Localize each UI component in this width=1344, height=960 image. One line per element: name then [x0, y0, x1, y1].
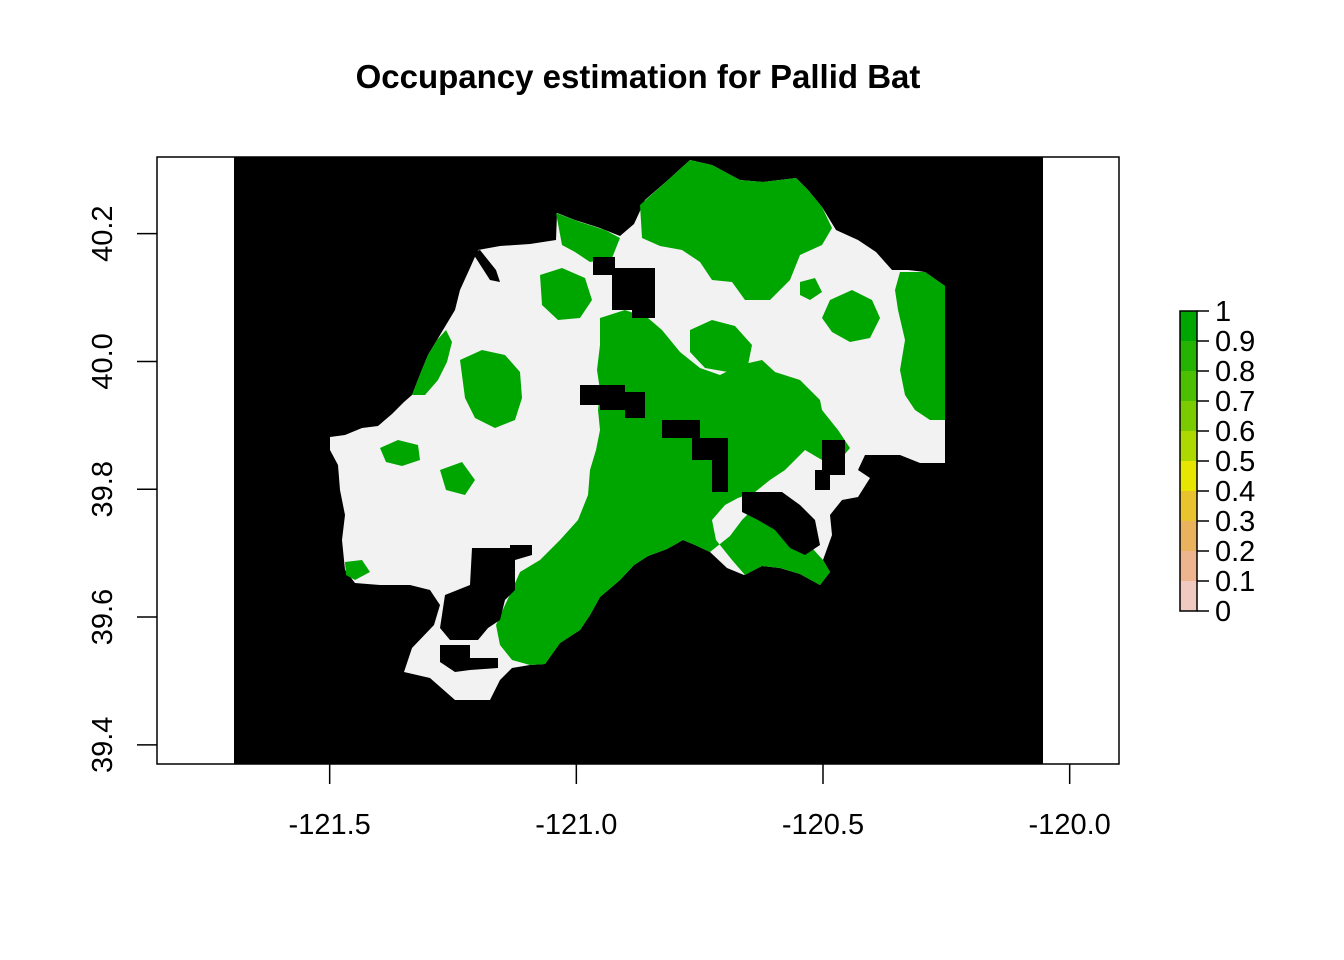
plot-frame — [156, 156, 1120, 765]
patch-small-b — [345, 560, 370, 580]
hole-notch-nw — [472, 250, 500, 282]
legend-label: 0.9 — [1215, 326, 1255, 358]
legend-swatch — [1180, 371, 1197, 401]
patch-far-east — [895, 272, 945, 420]
y-tick-label: 39.4 — [87, 717, 119, 773]
legend-swatch — [1180, 431, 1197, 461]
x-tick-label: -121.0 — [535, 809, 617, 841]
legend-label: 0.6 — [1215, 416, 1255, 448]
hole-southwest — [440, 645, 498, 672]
patch-small-d — [800, 278, 822, 300]
legend-label: 0.3 — [1215, 506, 1255, 538]
hole-central-b — [662, 420, 728, 492]
legend-label: 0 — [1215, 596, 1231, 628]
patch-north — [640, 160, 832, 300]
legend-label: 0.4 — [1215, 476, 1255, 508]
hole-east-b — [742, 492, 820, 555]
no-data-holes — [440, 250, 845, 672]
x-tick-label: -121.5 — [289, 809, 371, 841]
legend-label: 0.5 — [1215, 446, 1255, 478]
hole-east-a — [815, 440, 845, 490]
legend-label: 0.8 — [1215, 356, 1255, 388]
legend-swatch — [1180, 341, 1197, 371]
plot-title: Occupancy estimation for Pallid Bat — [355, 58, 921, 95]
legend-label: 0.7 — [1215, 386, 1255, 418]
legend-swatch — [1180, 401, 1197, 431]
hole-north — [593, 257, 655, 318]
patch-northwest — [556, 213, 620, 262]
patch-east — [822, 290, 880, 342]
legend-swatch — [1180, 551, 1197, 581]
patch-west-edge — [412, 330, 452, 395]
legend-swatch — [1180, 491, 1197, 521]
high-occupancy-patches — [345, 160, 945, 665]
x-tick-label: -120.5 — [782, 809, 864, 841]
patch-small-a — [380, 440, 420, 466]
legend-label: 0.2 — [1215, 536, 1255, 568]
y-tick-label: 40.0 — [87, 333, 119, 389]
legend-swatch — [1180, 581, 1197, 611]
patch-small-c — [440, 462, 475, 495]
x-tick-label: -120.0 — [1029, 809, 1111, 841]
x-axis: -121.5 -121.0 -120.5 -120.0 — [289, 764, 1111, 841]
legend-swatch — [1180, 311, 1197, 341]
hole-west — [440, 545, 532, 640]
patch-west-central — [460, 350, 522, 428]
patch-central-west — [540, 268, 592, 320]
legend-swatch — [1180, 521, 1197, 551]
y-tick-label: 39.8 — [87, 461, 119, 517]
y-tick-label: 40.2 — [87, 205, 119, 261]
legend-label: 1 — [1215, 296, 1231, 328]
patch-north-center — [690, 320, 752, 372]
legend-label: 0.1 — [1215, 566, 1255, 598]
patch-central — [496, 310, 830, 665]
hole-central-a — [580, 385, 645, 418]
y-tick-label: 39.6 — [87, 589, 119, 645]
y-axis: 39.4 39.6 39.8 40.0 40.2 — [87, 205, 157, 773]
color-legend: 10.90.80.70.60.50.40.30.20.10 — [1179, 296, 1255, 628]
legend-swatch — [1180, 461, 1197, 491]
